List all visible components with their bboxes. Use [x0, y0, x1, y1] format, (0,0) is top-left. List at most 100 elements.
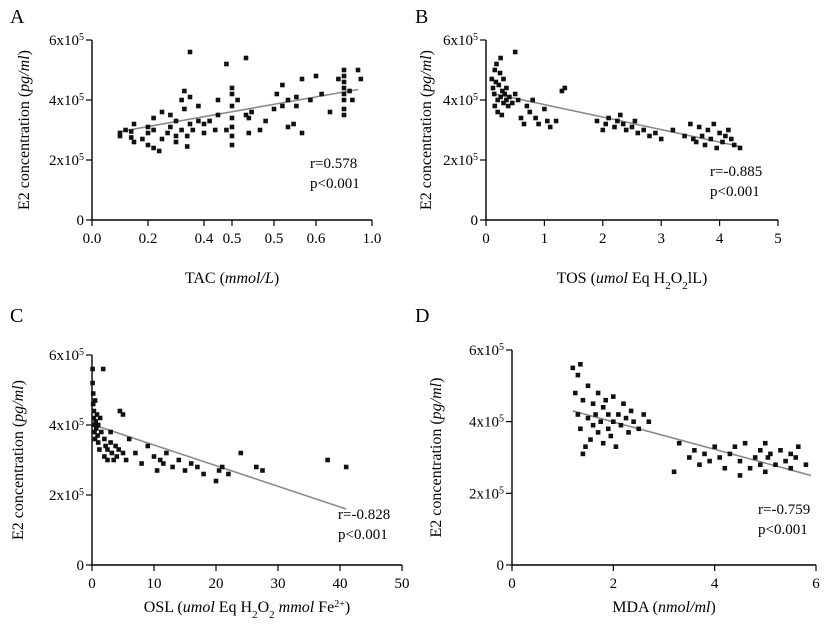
data-point [510, 100, 515, 106]
data-point [793, 455, 798, 460]
data-point [747, 465, 753, 471]
panel-letter: C [10, 305, 23, 327]
x-tick-label: 0 [88, 576, 96, 592]
data-point [600, 440, 606, 446]
data-point [123, 127, 128, 133]
correlation-r: r=-0.885 [710, 164, 762, 180]
data-point [590, 401, 596, 406]
y-tick-label: 0 [471, 213, 479, 229]
data-point [131, 121, 137, 127]
data-point [603, 397, 608, 403]
data-point [159, 136, 165, 142]
data-point [159, 109, 165, 115]
y-tick-label: 2x105 [443, 152, 478, 170]
data-point [91, 408, 97, 414]
panel-b: B 0 1 2 3 4 5 0 2x105 4x105 6x105 E2 concentration … [415, 6, 782, 292]
y-tick-label: 2x105 [49, 152, 84, 170]
data-point [687, 455, 692, 460]
data-point [145, 443, 151, 449]
x-tick-label: 1 [541, 231, 549, 247]
data-point [490, 85, 496, 91]
data-point [168, 124, 173, 130]
data-point [176, 457, 182, 463]
data-point [229, 91, 235, 97]
data-point [347, 88, 352, 94]
data-point [575, 412, 581, 417]
data-point [114, 454, 120, 459]
data-point [492, 67, 498, 73]
data-point [327, 109, 333, 115]
data-point [512, 49, 518, 55]
data-point [737, 473, 743, 478]
data-point [100, 366, 106, 372]
data-point [671, 469, 677, 475]
x-tick-label: 4 [716, 231, 724, 247]
data-point [313, 73, 319, 79]
data-point [737, 145, 743, 151]
x-tick-label: 2 [599, 231, 607, 247]
x-axis-label: OSL (umol Eq H2O2 mmol Fe2+) [144, 599, 350, 622]
data-point [182, 88, 187, 94]
data-point [128, 129, 134, 134]
data-point [341, 67, 347, 73]
data-point [271, 106, 277, 112]
data-point [507, 94, 512, 100]
data-point [90, 380, 95, 386]
data-point [184, 133, 190, 139]
data-point [723, 133, 728, 139]
data-point [216, 468, 222, 473]
data-point [128, 135, 134, 140]
data-point [274, 91, 280, 97]
data-point [620, 121, 626, 127]
data-point [254, 464, 259, 470]
data-point [111, 457, 116, 463]
data-point [692, 448, 697, 453]
panel-letter: A [10, 6, 25, 28]
x-tick-label: 0.6 [307, 231, 326, 247]
data-point [647, 133, 652, 139]
data-point [720, 139, 725, 145]
p-value: p<0.001 [758, 522, 808, 538]
data-point [705, 127, 711, 133]
y-tick-label: 0 [497, 558, 505, 574]
data-point [341, 106, 347, 112]
data-point [512, 91, 518, 97]
data-point [491, 91, 497, 97]
data-point [113, 443, 118, 449]
data-point [742, 440, 748, 446]
y-tick-label: 4x105 [49, 92, 84, 110]
data-point [151, 454, 157, 459]
data-point [575, 372, 581, 378]
data-point [696, 124, 702, 130]
data-point [126, 436, 132, 442]
data-point [117, 133, 123, 139]
x-tick-label: 20 [209, 576, 224, 592]
data-point [626, 430, 631, 435]
data-point [606, 115, 611, 121]
x-tick-label: 5 [774, 231, 782, 247]
data-point [92, 398, 98, 403]
data-point [117, 408, 123, 414]
correlation-r: r=-0.759 [758, 502, 810, 518]
data-point [294, 94, 299, 100]
data-point [95, 440, 101, 445]
data-point [711, 121, 717, 127]
data-point [489, 76, 495, 82]
data-point [294, 103, 299, 109]
data-point [729, 136, 734, 142]
data-point [120, 412, 126, 417]
data-point [229, 142, 235, 148]
data-point [280, 103, 285, 109]
data-point [635, 130, 641, 136]
data-point [618, 422, 624, 428]
data-point [182, 106, 187, 112]
data-point [726, 127, 731, 133]
x-tick-label: 1.0 [363, 231, 382, 247]
data-point [195, 464, 200, 470]
y-tick-label: 2x105 [49, 487, 84, 505]
x-tick-label: 40 [333, 576, 348, 592]
data-point [97, 415, 103, 421]
y-tick-label: 6x105 [49, 32, 84, 50]
data-point [341, 91, 347, 97]
data-point [151, 145, 156, 151]
